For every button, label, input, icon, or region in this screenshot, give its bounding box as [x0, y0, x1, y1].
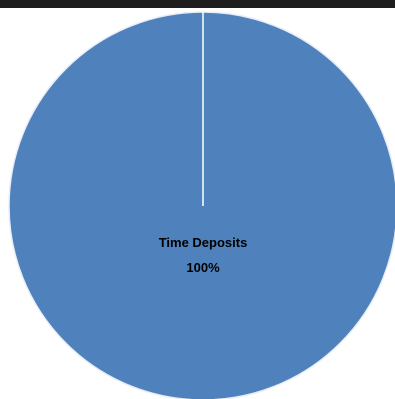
data-label-percent: 100% — [186, 260, 220, 275]
data-label-category: Time Deposits — [159, 235, 248, 250]
pie-data-labels: Time Deposits 100% — [159, 235, 248, 275]
pie-slices — [8, 11, 395, 399]
pie-slice-time-deposits — [8, 11, 395, 399]
top-frame-bar — [0, 0, 395, 8]
